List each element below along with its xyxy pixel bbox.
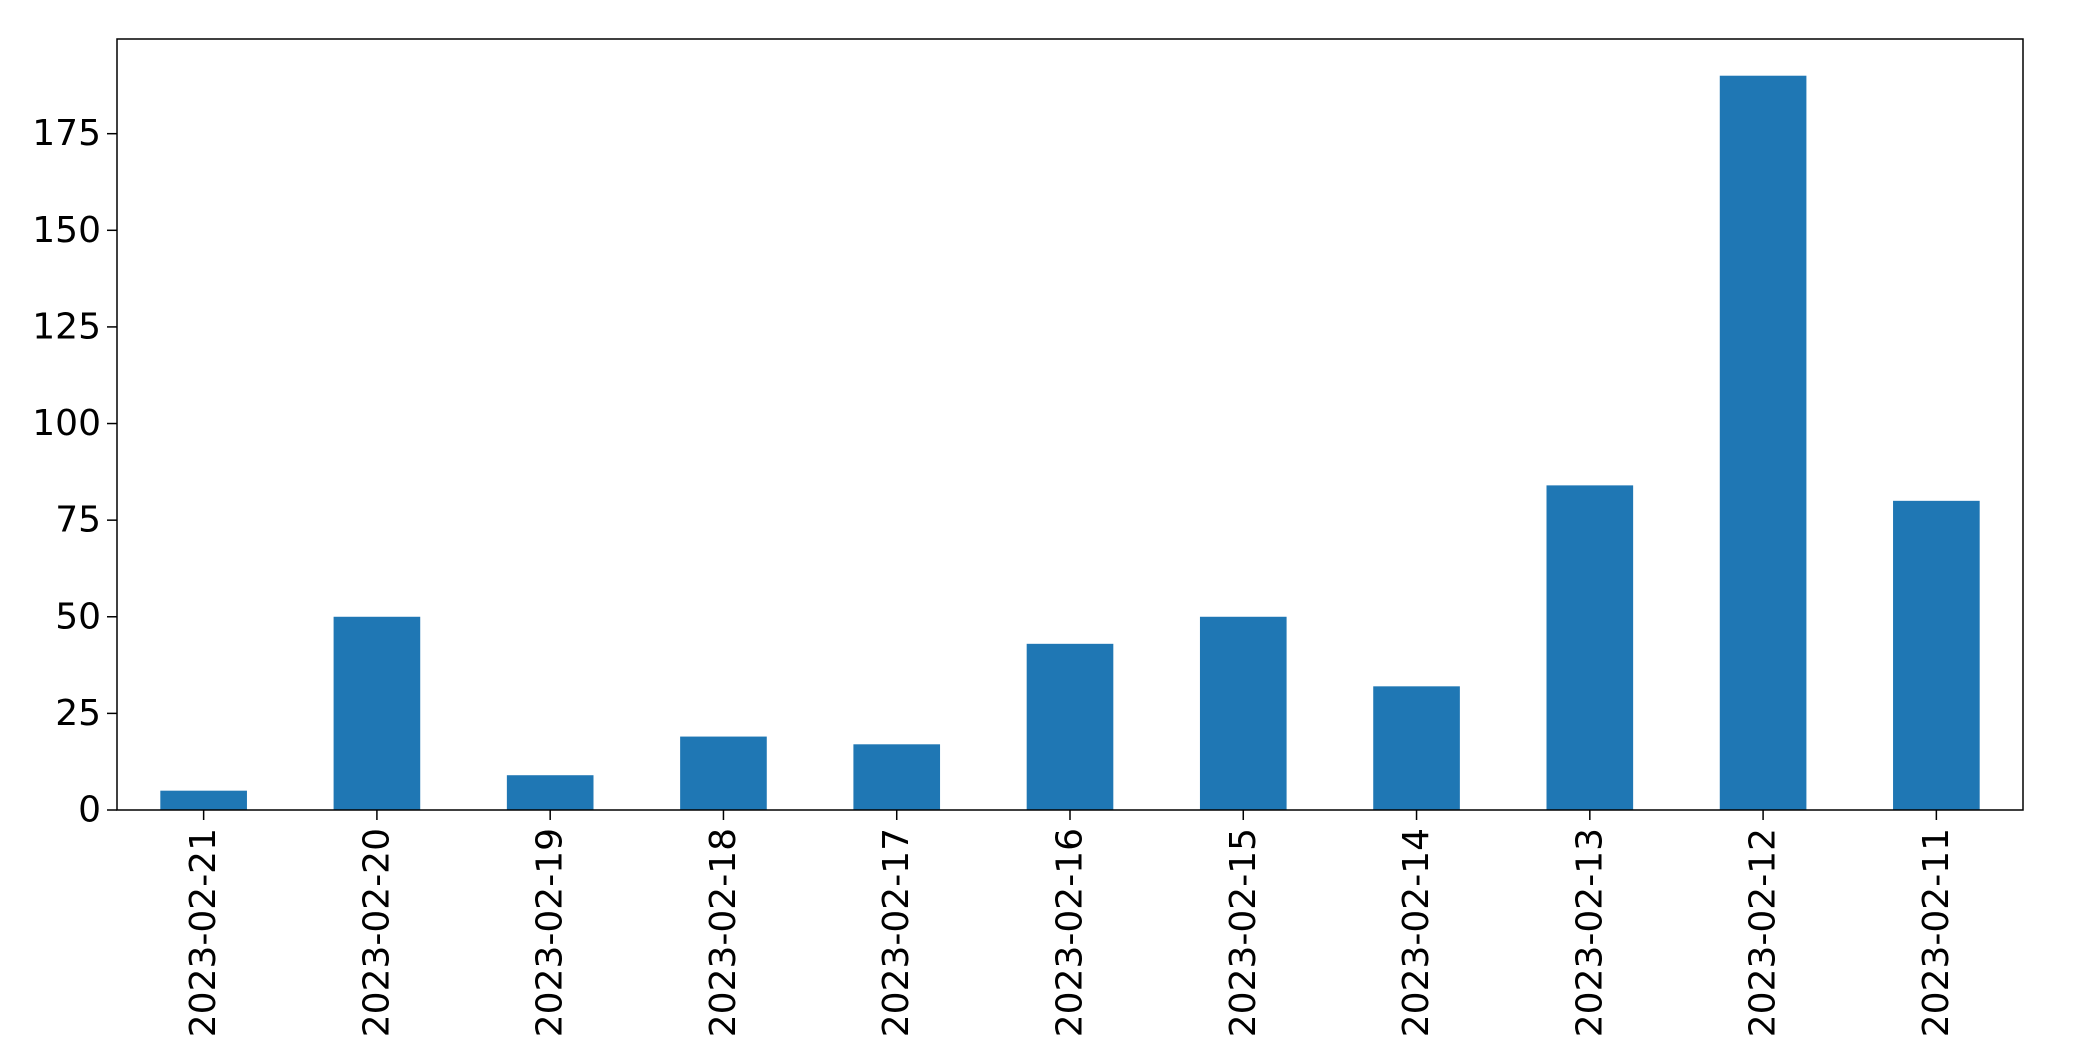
y-tick-label: 175 <box>32 113 101 154</box>
x-tick-label: 2023-02-18 <box>703 828 744 1037</box>
y-axis: 0 25 50 75 100 125 150 175 <box>32 113 117 831</box>
y-tick-label: 25 <box>55 693 101 734</box>
x-tick-label: 2023-02-11 <box>1916 828 1957 1037</box>
x-tick-label: 2023-02-14 <box>1396 828 1437 1037</box>
plot-frame <box>116 38 2024 811</box>
x-tick-label: 2023-02-19 <box>530 828 571 1037</box>
y-tick-label: 75 <box>55 500 101 541</box>
bar-2023-02-20 <box>333 616 421 810</box>
x-tick-label: 2023-02-21 <box>183 828 224 1037</box>
x-tick-label: 2023-02-13 <box>1569 828 1610 1037</box>
bar-2023-02-17 <box>853 744 941 810</box>
bar-2023-02-13 <box>1546 485 1634 810</box>
bars-group <box>160 75 1980 810</box>
bar-2023-02-16 <box>1026 643 1114 810</box>
bar-2023-02-11 <box>1893 500 1980 810</box>
bar-2023-02-18 <box>680 736 767 810</box>
y-tick-label: 125 <box>32 306 101 347</box>
bar-2023-02-21 <box>160 790 247 810</box>
x-tick-label: 2023-02-17 <box>876 828 917 1037</box>
x-tick-label: 2023-02-12 <box>1743 828 1784 1037</box>
y-tick-label: 100 <box>32 403 101 444</box>
x-tick-label: 2023-02-16 <box>1050 828 1091 1037</box>
bar-2023-02-15 <box>1199 616 1287 810</box>
x-axis: 2023-02-21 2023-02-20 2023-02-19 2023-02-18… <box>183 810 1957 1037</box>
x-tick-label: 2023-02-15 <box>1223 828 1264 1037</box>
bar-2023-02-19 <box>506 775 594 810</box>
y-tick-label: 0 <box>78 790 101 831</box>
y-tick-label: 50 <box>55 596 101 637</box>
y-tick-label: 150 <box>32 210 101 251</box>
x-tick-label: 2023-02-20 <box>356 828 397 1037</box>
bar-2023-02-12 <box>1719 75 1807 810</box>
bar-2023-02-14 <box>1373 686 1460 810</box>
